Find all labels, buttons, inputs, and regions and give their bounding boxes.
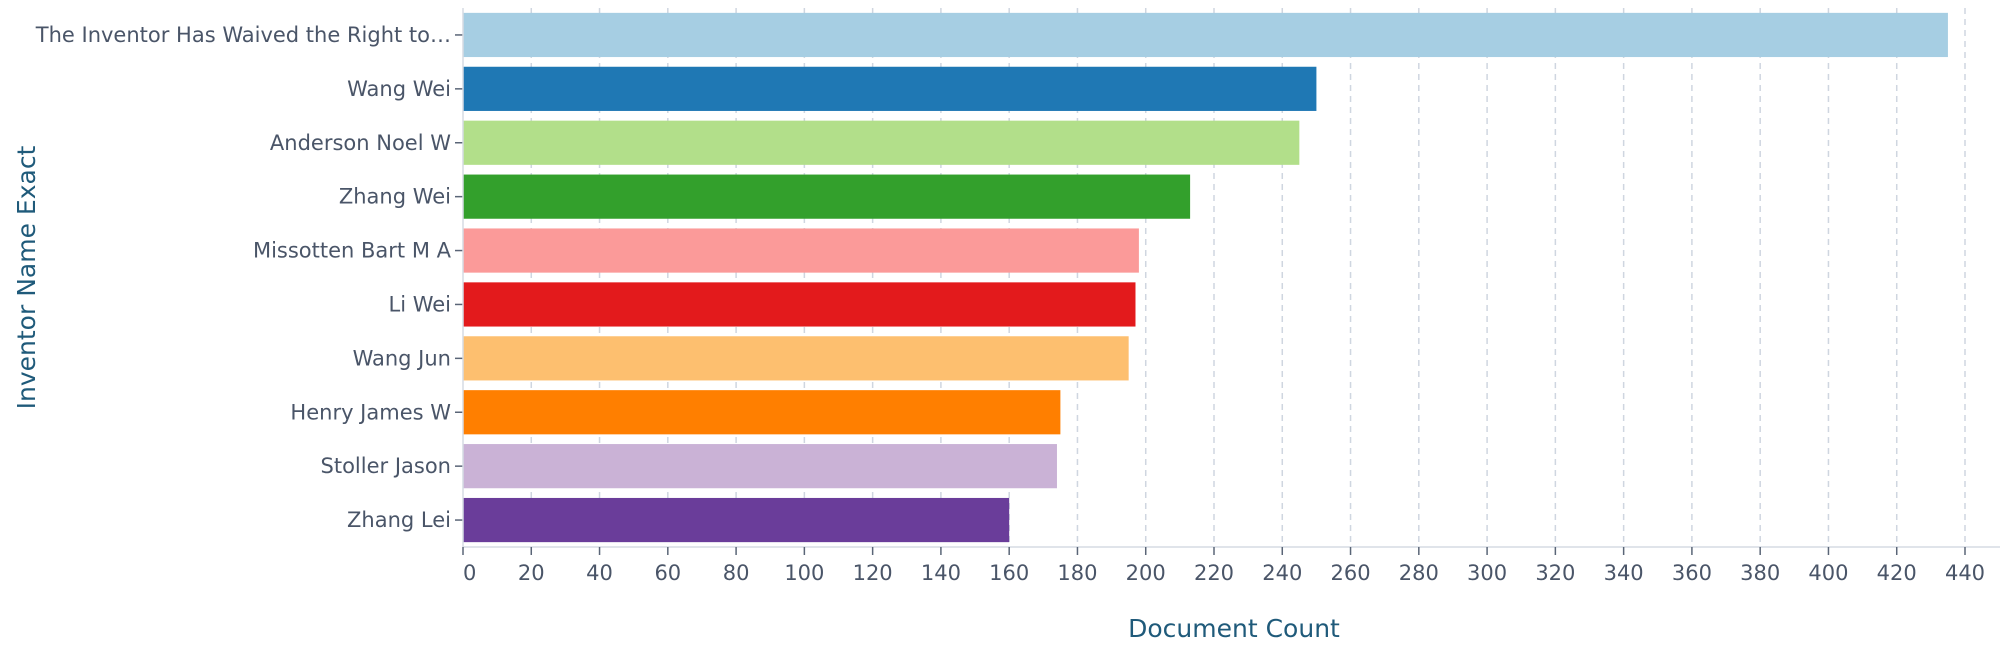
bar [463, 282, 1135, 326]
y-tick-label: Stoller Jason [321, 454, 451, 478]
y-tick-label: Wang Wei [347, 77, 451, 101]
x-tick-label: 220 [1194, 561, 1234, 585]
bar [463, 444, 1057, 488]
x-tick-label: 160 [989, 561, 1029, 585]
x-tick-label: 60 [654, 561, 681, 585]
bar [463, 67, 1316, 111]
y-tick-label: Henry James W [290, 400, 451, 424]
bar [463, 121, 1299, 165]
bar [463, 498, 1009, 542]
x-tick-label: 260 [1330, 561, 1370, 585]
x-tick-label: 340 [1604, 561, 1644, 585]
x-tick-label: 120 [853, 561, 893, 585]
x-axis-title: Document Count [1128, 614, 1340, 643]
x-tick-label: 400 [1808, 561, 1848, 585]
bar [463, 175, 1190, 219]
x-axis: 0 20 40 60 80 100 120 140 160 180 200 220 240 260 280 3… [463, 547, 2000, 585]
x-tick-label: 140 [921, 561, 961, 585]
y-tick-label: Zhang Wei [339, 185, 451, 209]
y-tick-label: The Inventor Has Waived the Right to… [35, 23, 451, 47]
y-axis: The Inventor Has Waived the Right to… Wan… [35, 8, 463, 547]
x-tick-label: 420 [1877, 561, 1917, 585]
bar [463, 336, 1129, 380]
y-tick-label: Missotten Bart M A [253, 239, 452, 263]
x-tick-label: 240 [1262, 561, 1302, 585]
y-tick-label: Anderson Noel W [270, 131, 451, 155]
x-tick-label: 200 [1126, 561, 1166, 585]
x-tick-label: 80 [723, 561, 750, 585]
x-tick-label: 0 [463, 561, 476, 585]
y-tick-label: Li Wei [389, 292, 452, 316]
x-tick-label: 20 [518, 561, 545, 585]
x-tick-label: 360 [1672, 561, 1712, 585]
x-tick-label: 280 [1399, 561, 1439, 585]
x-tick-label: 300 [1467, 561, 1507, 585]
bar [463, 390, 1060, 434]
x-tick-label: 180 [1057, 561, 1097, 585]
bar [463, 13, 1948, 57]
x-tick-label: 40 [586, 561, 613, 585]
bars [463, 13, 1948, 542]
x-tick-label: 100 [784, 561, 824, 585]
bar [463, 228, 1139, 272]
y-tick-label: Zhang Lei [347, 508, 451, 532]
x-tick-label: 380 [1740, 561, 1780, 585]
x-tick-label: 440 [1945, 561, 1985, 585]
y-tick-label: Wang Jun [353, 346, 451, 370]
y-axis-title: Inventor Name Exact [12, 145, 41, 409]
x-tick-label: 320 [1535, 561, 1575, 585]
